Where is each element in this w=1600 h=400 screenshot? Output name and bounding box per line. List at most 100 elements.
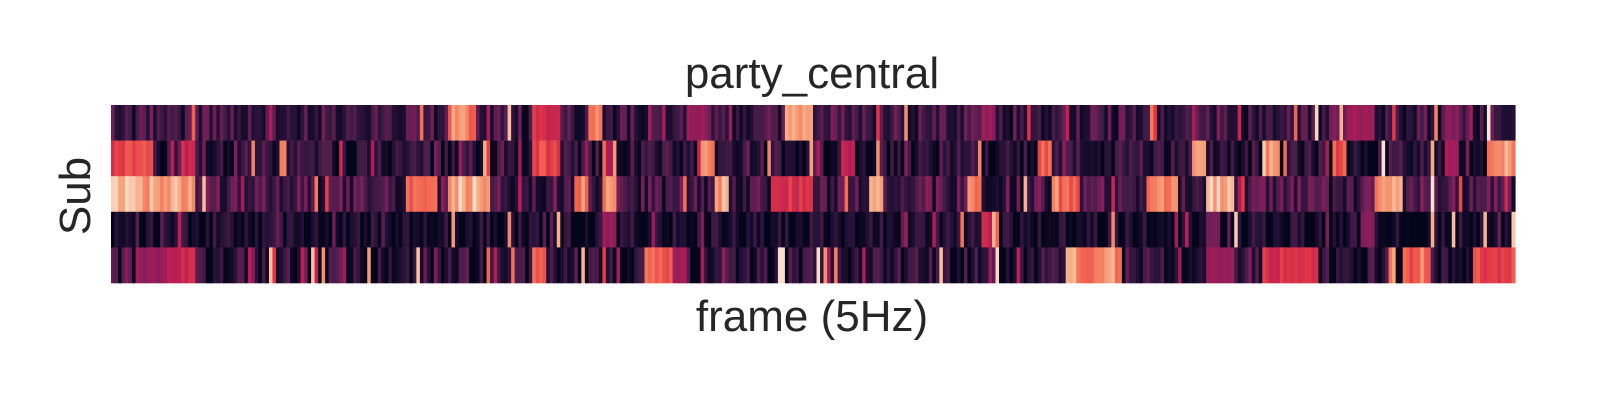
heatmap-cell <box>1202 140 1207 177</box>
heatmap-cell <box>725 211 730 248</box>
heatmap-cell <box>1479 176 1485 213</box>
heatmap-cell <box>1472 105 1477 141</box>
heatmap-cell <box>181 140 186 177</box>
heatmap-cell <box>1027 105 1032 141</box>
heatmap-cell <box>619 247 625 284</box>
heatmap-cell <box>714 176 719 213</box>
heatmap-cell <box>883 176 888 213</box>
heatmap-cell <box>616 211 621 248</box>
heatmap-cell <box>1286 247 1291 284</box>
heatmap-cell <box>279 105 284 141</box>
heatmap-cell <box>1237 140 1242 177</box>
heatmap-cell <box>391 247 396 284</box>
heatmap-cell <box>1255 105 1260 141</box>
heatmap-cell <box>219 211 224 248</box>
heatmap-cell <box>970 247 976 284</box>
heatmap-cell <box>458 211 463 248</box>
heatmap-cell <box>809 247 814 284</box>
heatmap-cell <box>500 140 505 177</box>
heatmap-cell <box>904 140 909 177</box>
heatmap-cell <box>1307 105 1313 141</box>
heatmap-cell <box>1234 247 1239 284</box>
heatmap-cell <box>925 247 930 284</box>
heatmap-cell <box>1069 176 1074 213</box>
heatmap-cell <box>697 211 702 248</box>
heatmap-cell <box>1364 140 1369 177</box>
heatmap-cell <box>988 105 993 141</box>
heatmap-cell <box>360 140 365 177</box>
heatmap-cell <box>174 176 179 213</box>
heatmap-cell <box>1206 176 1211 213</box>
heatmap-cell <box>963 211 969 248</box>
heatmap-cell <box>325 247 330 284</box>
heatmap-cell <box>121 105 126 141</box>
heatmap-cell <box>999 176 1004 213</box>
heatmap-cell <box>1392 211 1397 248</box>
heatmap-cell <box>1195 176 1200 213</box>
heatmap-cell <box>209 176 214 213</box>
heatmap-cell <box>353 140 358 177</box>
heatmap-cell <box>999 247 1004 284</box>
heatmap-cell <box>753 211 758 248</box>
heatmap-cell <box>1006 105 1011 141</box>
heatmap-cell <box>447 247 453 284</box>
heatmap-cell <box>1504 176 1509 213</box>
heatmap-cell <box>426 247 432 284</box>
heatmap-cell <box>1199 176 1204 213</box>
heatmap-cell <box>953 140 958 177</box>
heatmap-cell <box>209 247 214 284</box>
heatmap-cell <box>1044 247 1049 284</box>
heatmap-cell <box>1132 105 1137 141</box>
heatmap-cell <box>244 176 249 213</box>
heatmap-cell <box>272 176 277 213</box>
heatmap-cell <box>391 176 396 213</box>
heatmap-cell <box>1023 247 1028 284</box>
heatmap-cell <box>612 176 618 213</box>
heatmap-cell <box>1216 140 1221 177</box>
heatmap-cell <box>377 211 382 248</box>
heatmap-cell <box>174 105 179 141</box>
heatmap-cell <box>1402 105 1407 141</box>
heatmap-cell <box>1458 247 1463 284</box>
heatmap-cell <box>1399 176 1404 213</box>
heatmap-cell <box>402 140 407 177</box>
heatmap-cell <box>609 176 614 213</box>
heatmap-cell <box>535 140 540 177</box>
heatmap-cell <box>216 105 221 141</box>
heatmap-cell <box>1083 176 1088 213</box>
heatmap-cell <box>1216 211 1221 248</box>
heatmap-cell <box>356 247 361 284</box>
heatmap-cell <box>686 247 691 284</box>
heatmap-cell <box>1465 247 1470 284</box>
heatmap-cell <box>1504 211 1509 248</box>
heatmap-cell <box>1353 247 1358 284</box>
heatmap-cell <box>1149 176 1155 213</box>
heatmap-cell <box>128 247 133 284</box>
heatmap-cell <box>1013 211 1018 248</box>
heatmap-cell <box>890 176 895 213</box>
heatmap-cell <box>1248 105 1253 141</box>
heatmap-cell <box>1413 211 1418 248</box>
heatmap-cell <box>1139 176 1144 213</box>
heatmap-cell <box>1374 176 1379 213</box>
heatmap-cell <box>897 211 902 248</box>
heatmap-cell <box>549 247 554 284</box>
heatmap-cell <box>307 176 312 213</box>
heatmap-cell <box>672 211 677 248</box>
heatmap-cell <box>1314 247 1320 284</box>
heatmap-cell <box>160 247 165 284</box>
heatmap-cell <box>855 140 860 177</box>
heatmap-cell <box>1121 247 1126 284</box>
heatmap-cell <box>1416 211 1421 248</box>
heatmap-cell <box>837 176 842 213</box>
heatmap-cell <box>1490 176 1495 213</box>
heatmap-cell <box>297 140 302 177</box>
heatmap-cell <box>132 211 137 248</box>
heatmap-cell <box>1441 140 1446 177</box>
heatmap-cell <box>339 211 344 248</box>
heatmap-cell <box>1444 140 1449 177</box>
heatmap-cell <box>609 140 614 177</box>
heatmap-cell <box>1244 105 1249 141</box>
heatmap-cell <box>823 176 828 213</box>
heatmap-cell <box>240 176 245 213</box>
